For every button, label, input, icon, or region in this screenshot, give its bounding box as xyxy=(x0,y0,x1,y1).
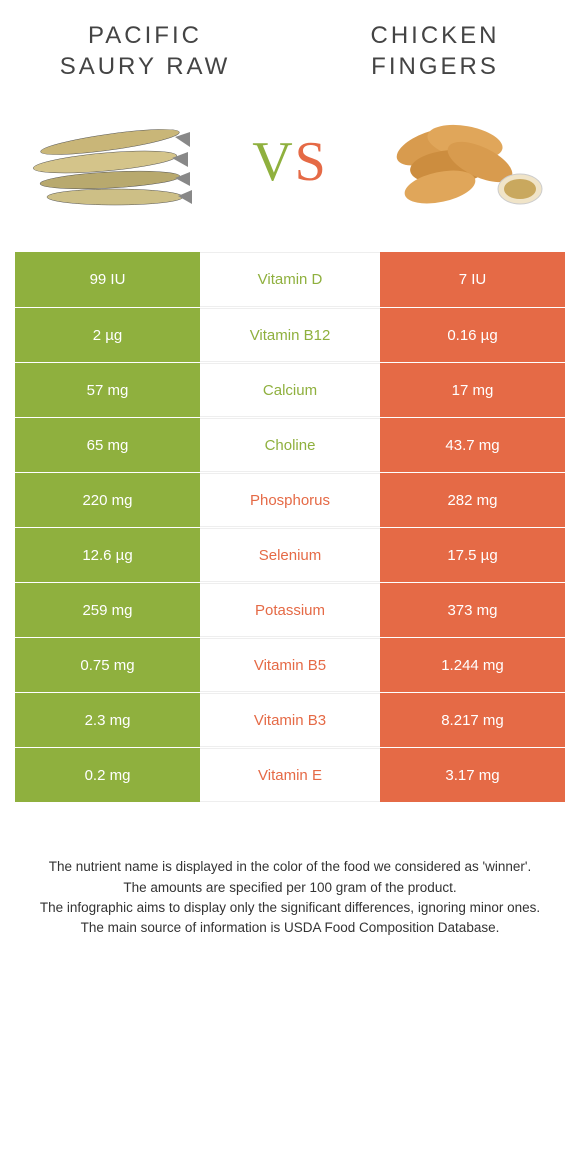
table-row: 0.75 mgVitamin B51.244 mg xyxy=(15,637,565,692)
food-title-right: CHICKEN FINGERS xyxy=(335,20,535,82)
vs-v: V xyxy=(252,131,294,193)
footer-notes: The nutrient name is displayed in the co… xyxy=(15,802,565,938)
nutrient-table: 99 IUVitamin D7 IU2 µgVitamin B120.16 µg… xyxy=(15,252,565,802)
value-left: 12.6 µg xyxy=(15,528,200,582)
table-row: 99 IUVitamin D7 IU xyxy=(15,252,565,307)
value-right: 7 IU xyxy=(380,252,565,307)
table-row: 2.3 mgVitamin B38.217 mg xyxy=(15,692,565,747)
infographic-container: PACIFIC SAURY RAW CHICKEN FINGERS VS xyxy=(0,0,580,938)
value-left: 99 IU xyxy=(15,252,200,307)
nutrient-name: Vitamin B12 xyxy=(200,308,380,362)
value-left: 65 mg xyxy=(15,418,200,472)
value-right: 3.17 mg xyxy=(380,748,565,802)
food-image-left xyxy=(25,102,205,222)
footer-line: The main source of information is USDA F… xyxy=(35,918,545,938)
table-row: 259 mgPotassium373 mg xyxy=(15,582,565,637)
vs-label: VS xyxy=(252,130,328,194)
nutrient-name: Phosphorus xyxy=(200,473,380,527)
food-image-right xyxy=(375,102,555,222)
value-right: 1.244 mg xyxy=(380,638,565,692)
value-right: 17 mg xyxy=(380,363,565,417)
nutrient-name: Vitamin D xyxy=(200,252,380,307)
value-left: 220 mg xyxy=(15,473,200,527)
value-left: 0.2 mg xyxy=(15,748,200,802)
footer-line: The infographic aims to display only the… xyxy=(35,898,545,918)
vs-s: S xyxy=(295,131,328,193)
value-right: 8.217 mg xyxy=(380,693,565,747)
value-right: 282 mg xyxy=(380,473,565,527)
images-row: VS xyxy=(15,82,565,252)
value-right: 0.16 µg xyxy=(380,308,565,362)
fish-icon xyxy=(30,112,200,212)
value-right: 373 mg xyxy=(380,583,565,637)
value-left: 2.3 mg xyxy=(15,693,200,747)
value-left: 57 mg xyxy=(15,363,200,417)
nutrient-name: Vitamin B3 xyxy=(200,693,380,747)
value-right: 43.7 mg xyxy=(380,418,565,472)
nutrient-name: Potassium xyxy=(200,583,380,637)
table-row: 0.2 mgVitamin E3.17 mg xyxy=(15,747,565,802)
footer-line: The amounts are specified per 100 gram o… xyxy=(35,878,545,898)
table-row: 220 mgPhosphorus282 mg xyxy=(15,472,565,527)
nutrient-name: Vitamin B5 xyxy=(200,638,380,692)
footer-line: The nutrient name is displayed in the co… xyxy=(35,857,545,877)
nutrient-name: Vitamin E xyxy=(200,748,380,802)
value-right: 17.5 µg xyxy=(380,528,565,582)
nutrient-name: Calcium xyxy=(200,363,380,417)
nutrient-name: Selenium xyxy=(200,528,380,582)
table-row: 65 mgCholine43.7 mg xyxy=(15,417,565,472)
nutrient-name: Choline xyxy=(200,418,380,472)
value-left: 0.75 mg xyxy=(15,638,200,692)
table-row: 57 mgCalcium17 mg xyxy=(15,362,565,417)
value-left: 259 mg xyxy=(15,583,200,637)
chicken-fingers-icon xyxy=(380,107,550,217)
food-title-left: PACIFIC SAURY RAW xyxy=(45,20,245,82)
value-left: 2 µg xyxy=(15,308,200,362)
table-row: 2 µgVitamin B120.16 µg xyxy=(15,307,565,362)
table-row: 12.6 µgSelenium17.5 µg xyxy=(15,527,565,582)
header-row: PACIFIC SAURY RAW CHICKEN FINGERS xyxy=(15,20,565,82)
